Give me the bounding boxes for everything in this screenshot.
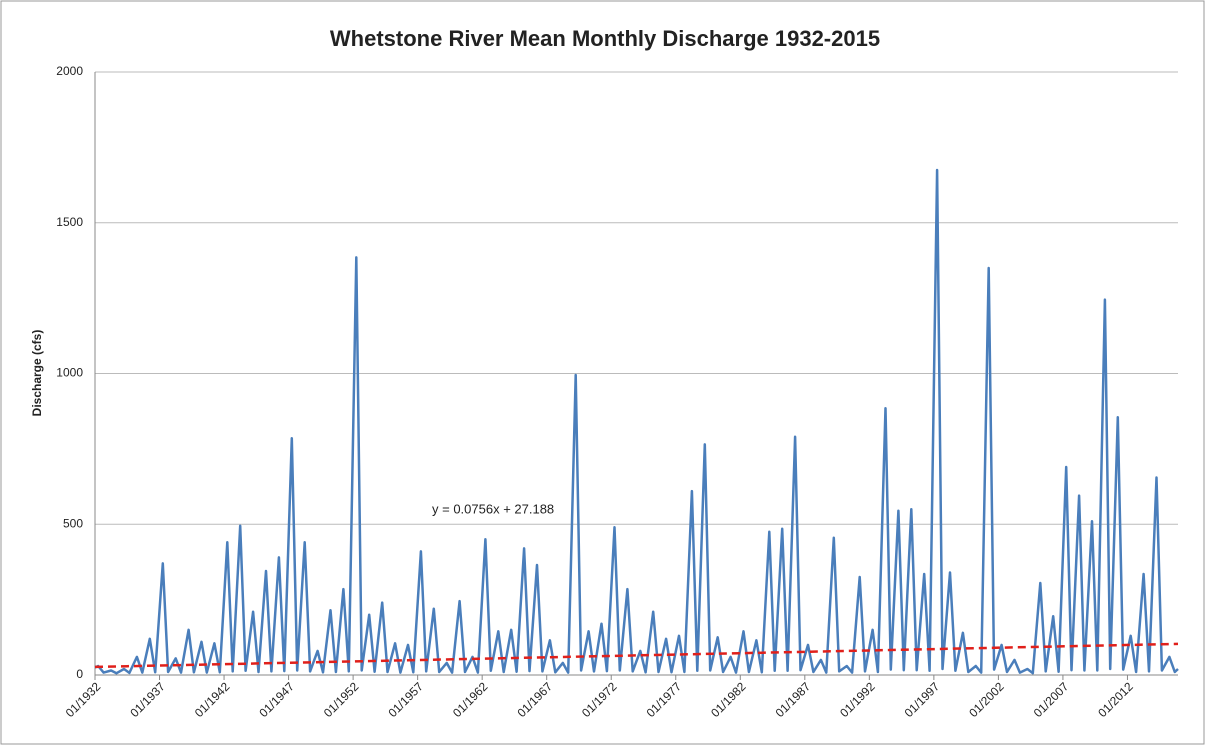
y-axis-label: Discharge (cfs): [30, 330, 44, 417]
chart-title: Whetstone River Mean Monthly Discharge 1…: [330, 26, 880, 51]
y-tick-label: 0: [76, 667, 83, 681]
y-tick-label: 1000: [56, 366, 83, 380]
trend-line: [94, 642, 1179, 669]
y-tick-label: 2000: [56, 64, 83, 78]
y-tick-label: 1500: [56, 215, 83, 229]
y-tick-label: 500: [63, 516, 83, 530]
discharge-line: [94, 168, 1179, 675]
trend-annotation: y = 0.0756x + 27.188: [432, 501, 554, 516]
